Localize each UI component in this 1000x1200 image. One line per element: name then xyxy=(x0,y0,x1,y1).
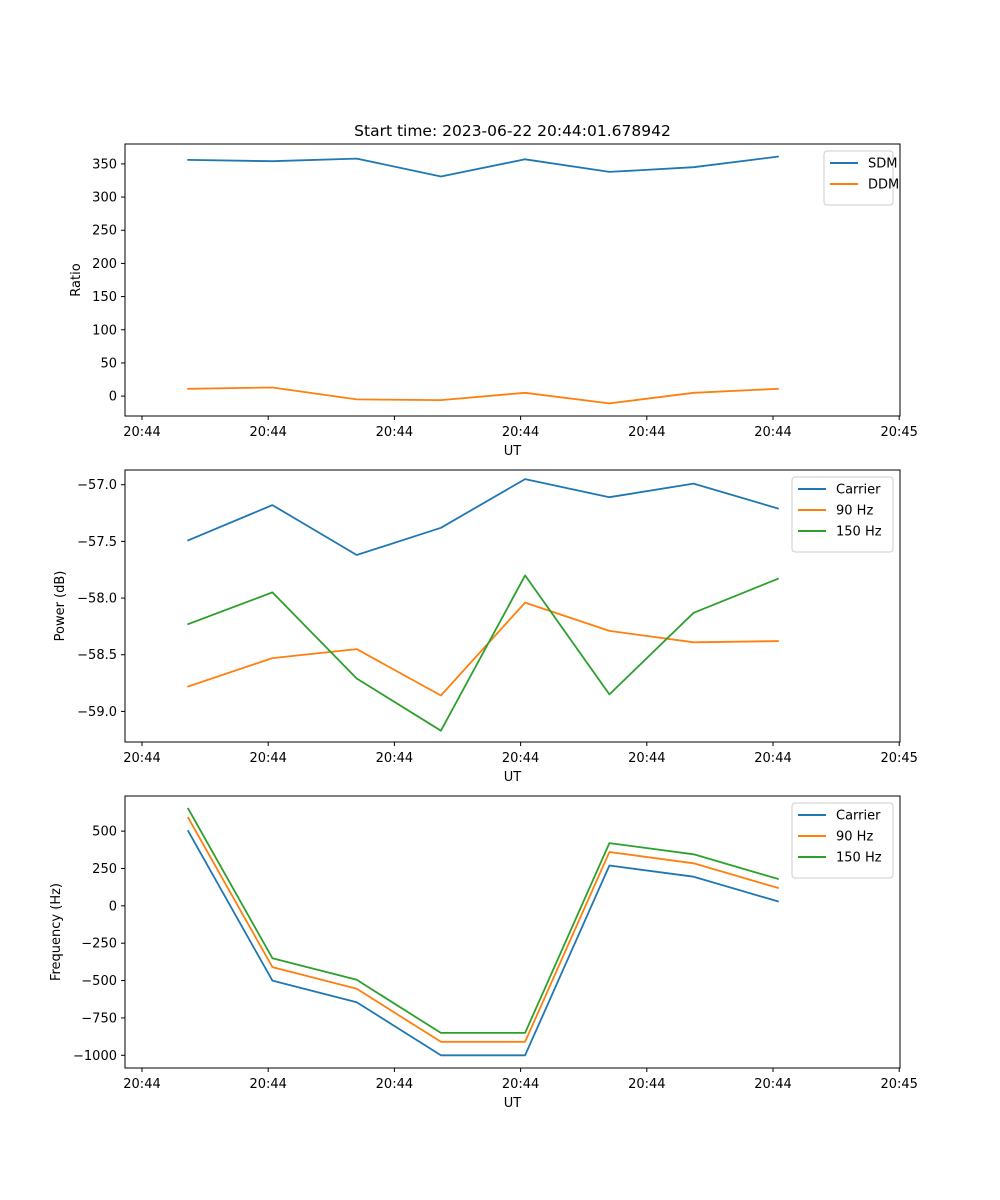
y-tick-label: −57.0 xyxy=(77,478,117,493)
x-tick-label: 20:44 xyxy=(376,1077,413,1092)
axes-frame xyxy=(124,795,901,1069)
legend: Carrier 90 Hz 150 Hz xyxy=(791,802,894,879)
y-tick-label: 200 xyxy=(92,257,117,272)
x-tick-label: 20:44 xyxy=(249,751,286,766)
x-axis-label: UT xyxy=(504,444,522,459)
y-tick-label: 50 xyxy=(100,356,117,371)
y-tick-label: −250 xyxy=(81,937,117,952)
series-line-90-hz xyxy=(187,601,779,697)
x-tick-label: 20:45 xyxy=(880,425,917,440)
y-tick-label: 100 xyxy=(92,323,117,338)
legend-label: 90 Hz xyxy=(836,830,873,845)
x-tick-label: 20:44 xyxy=(628,425,665,440)
series-line-90-hz xyxy=(186,816,780,1043)
chart-panel-2: −59.0 −58.5 −58.0 −57.5 −57.0 20:44 20:44 20:44… xyxy=(53,469,918,785)
x-axis-label: UT xyxy=(504,770,522,785)
y-tick-label: −500 xyxy=(81,974,117,989)
y-axis-label: Power (dB) xyxy=(53,571,68,642)
legend: Carrier 90 Hz 150 Hz xyxy=(791,476,894,553)
y-tick-label: −57.5 xyxy=(77,535,117,550)
x-tick-label: 20:44 xyxy=(754,751,791,766)
axes-frame xyxy=(124,469,901,743)
legend-label: DDM xyxy=(868,178,899,193)
y-tick-label: 0 xyxy=(109,390,117,405)
x-tick-label: 20:44 xyxy=(502,751,539,766)
y-tick-label: 500 xyxy=(92,825,117,840)
x-tick-label: 20:44 xyxy=(376,751,413,766)
y-tick-label: 250 xyxy=(92,862,117,877)
legend-label: 150 Hz xyxy=(836,525,882,540)
x-axis-label: UT xyxy=(504,1096,522,1111)
series-line-sdm xyxy=(187,155,779,178)
y-tick-label: 150 xyxy=(92,290,117,305)
y-axis-label: Frequency (Hz) xyxy=(49,883,64,981)
y-tick-label: 300 xyxy=(92,191,117,206)
y-tick-label: −750 xyxy=(81,1011,117,1026)
x-tick-label: 20:44 xyxy=(754,1077,791,1092)
x-tick-label: 20:44 xyxy=(123,751,160,766)
chart-panel-1: 0 50 100 150 200 250 300 350 20:44 20:44 20:44 20:4… xyxy=(69,143,918,459)
chart-title: Start time: 2023-06-22 20:44:01.678942 xyxy=(354,122,671,140)
x-tick-label: 20:44 xyxy=(628,1077,665,1092)
x-tick-label: 20:44 xyxy=(376,425,413,440)
series-line-ddm xyxy=(187,386,779,405)
y-tick-label: 0 xyxy=(109,899,117,914)
x-tick-label: 20:44 xyxy=(502,425,539,440)
series-line-150-hz xyxy=(186,807,780,1034)
x-tick-label: 20:44 xyxy=(123,425,160,440)
legend-label: SDM xyxy=(868,157,897,172)
y-tick-label: 250 xyxy=(92,224,117,239)
chart-panel-3: −1000 −750 −500 −250 0 250 500 20:44 20:44 20:44 2… xyxy=(49,795,918,1111)
y-tick-label: −59.0 xyxy=(77,705,117,720)
y-tick-label: −58.0 xyxy=(77,592,117,607)
series-line-150-hz xyxy=(187,574,780,732)
x-tick-label: 20:44 xyxy=(123,1077,160,1092)
legend-label: 150 Hz xyxy=(836,851,882,866)
x-tick-label: 20:44 xyxy=(754,425,791,440)
x-tick-label: 20:44 xyxy=(502,1077,539,1092)
legend-label: Carrier xyxy=(836,809,881,824)
y-axis-label: Ratio xyxy=(69,263,84,296)
legend-frame xyxy=(823,150,894,206)
legend-frame xyxy=(791,476,894,553)
axes-frame xyxy=(124,143,901,417)
legend-label: 90 Hz xyxy=(836,504,873,519)
y-tick-label: −1000 xyxy=(73,1049,117,1064)
series-line-carrier xyxy=(187,478,780,556)
legend-label: Carrier xyxy=(836,483,881,498)
y-tick-label: 350 xyxy=(92,157,117,172)
x-tick-label: 20:44 xyxy=(628,751,665,766)
series-line-carrier xyxy=(186,829,780,1057)
x-tick-label: 20:45 xyxy=(880,751,917,766)
x-tick-label: 20:44 xyxy=(249,1077,286,1092)
y-tick-label: −58.5 xyxy=(77,648,117,663)
legend: SDM DDM xyxy=(823,150,899,206)
x-tick-label: 20:44 xyxy=(249,425,286,440)
x-tick-label: 20:45 xyxy=(880,1077,917,1092)
legend-frame xyxy=(791,802,894,879)
